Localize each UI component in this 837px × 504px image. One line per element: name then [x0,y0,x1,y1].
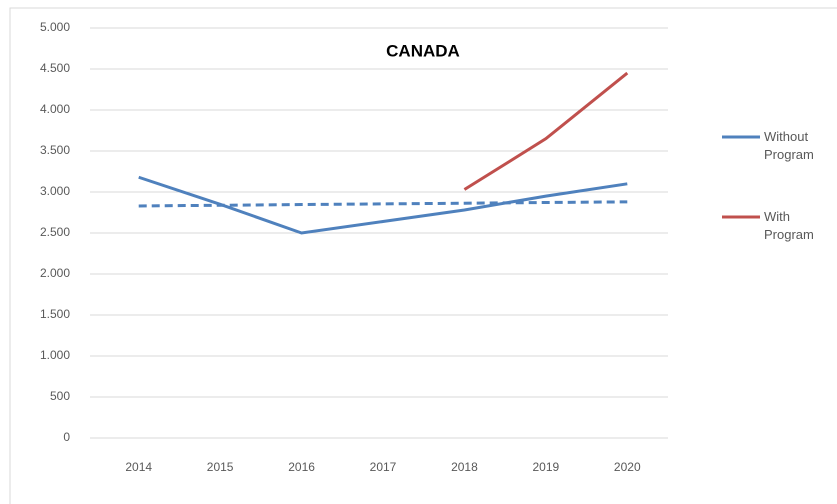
trend-line [138,200,628,208]
y-tick-label: 1.000 [40,348,70,362]
x-tick-label: 2015 [207,460,234,474]
line-series [463,71,629,191]
y-tick-label: 5.000 [40,20,70,34]
y-tick-label: 3.000 [40,184,70,198]
y-tick-label: 500 [50,389,70,403]
x-tick-label: 2016 [288,460,315,474]
y-tick-label: 0 [63,430,70,444]
y-tick-label: 1.500 [40,307,70,321]
y-tick-label: 2.500 [40,225,70,239]
chart-frame [9,7,837,504]
x-tick-label: 2018 [451,460,478,474]
x-tick-label: 2017 [370,460,397,474]
legend-label: With Program [764,209,814,242]
chart-title: CANADA [386,41,460,60]
y-tick-label: 3.500 [40,143,70,157]
legend-label: Without Program [764,129,814,162]
y-tick-label: 4.000 [40,102,70,116]
y-tick-label: 4.500 [40,61,70,75]
x-tick-label: 2020 [614,460,641,474]
x-tick-label: 2014 [125,460,152,474]
line-series [138,175,628,235]
x-tick-label: 2019 [533,460,560,474]
y-tick-label: 2.000 [40,266,70,280]
